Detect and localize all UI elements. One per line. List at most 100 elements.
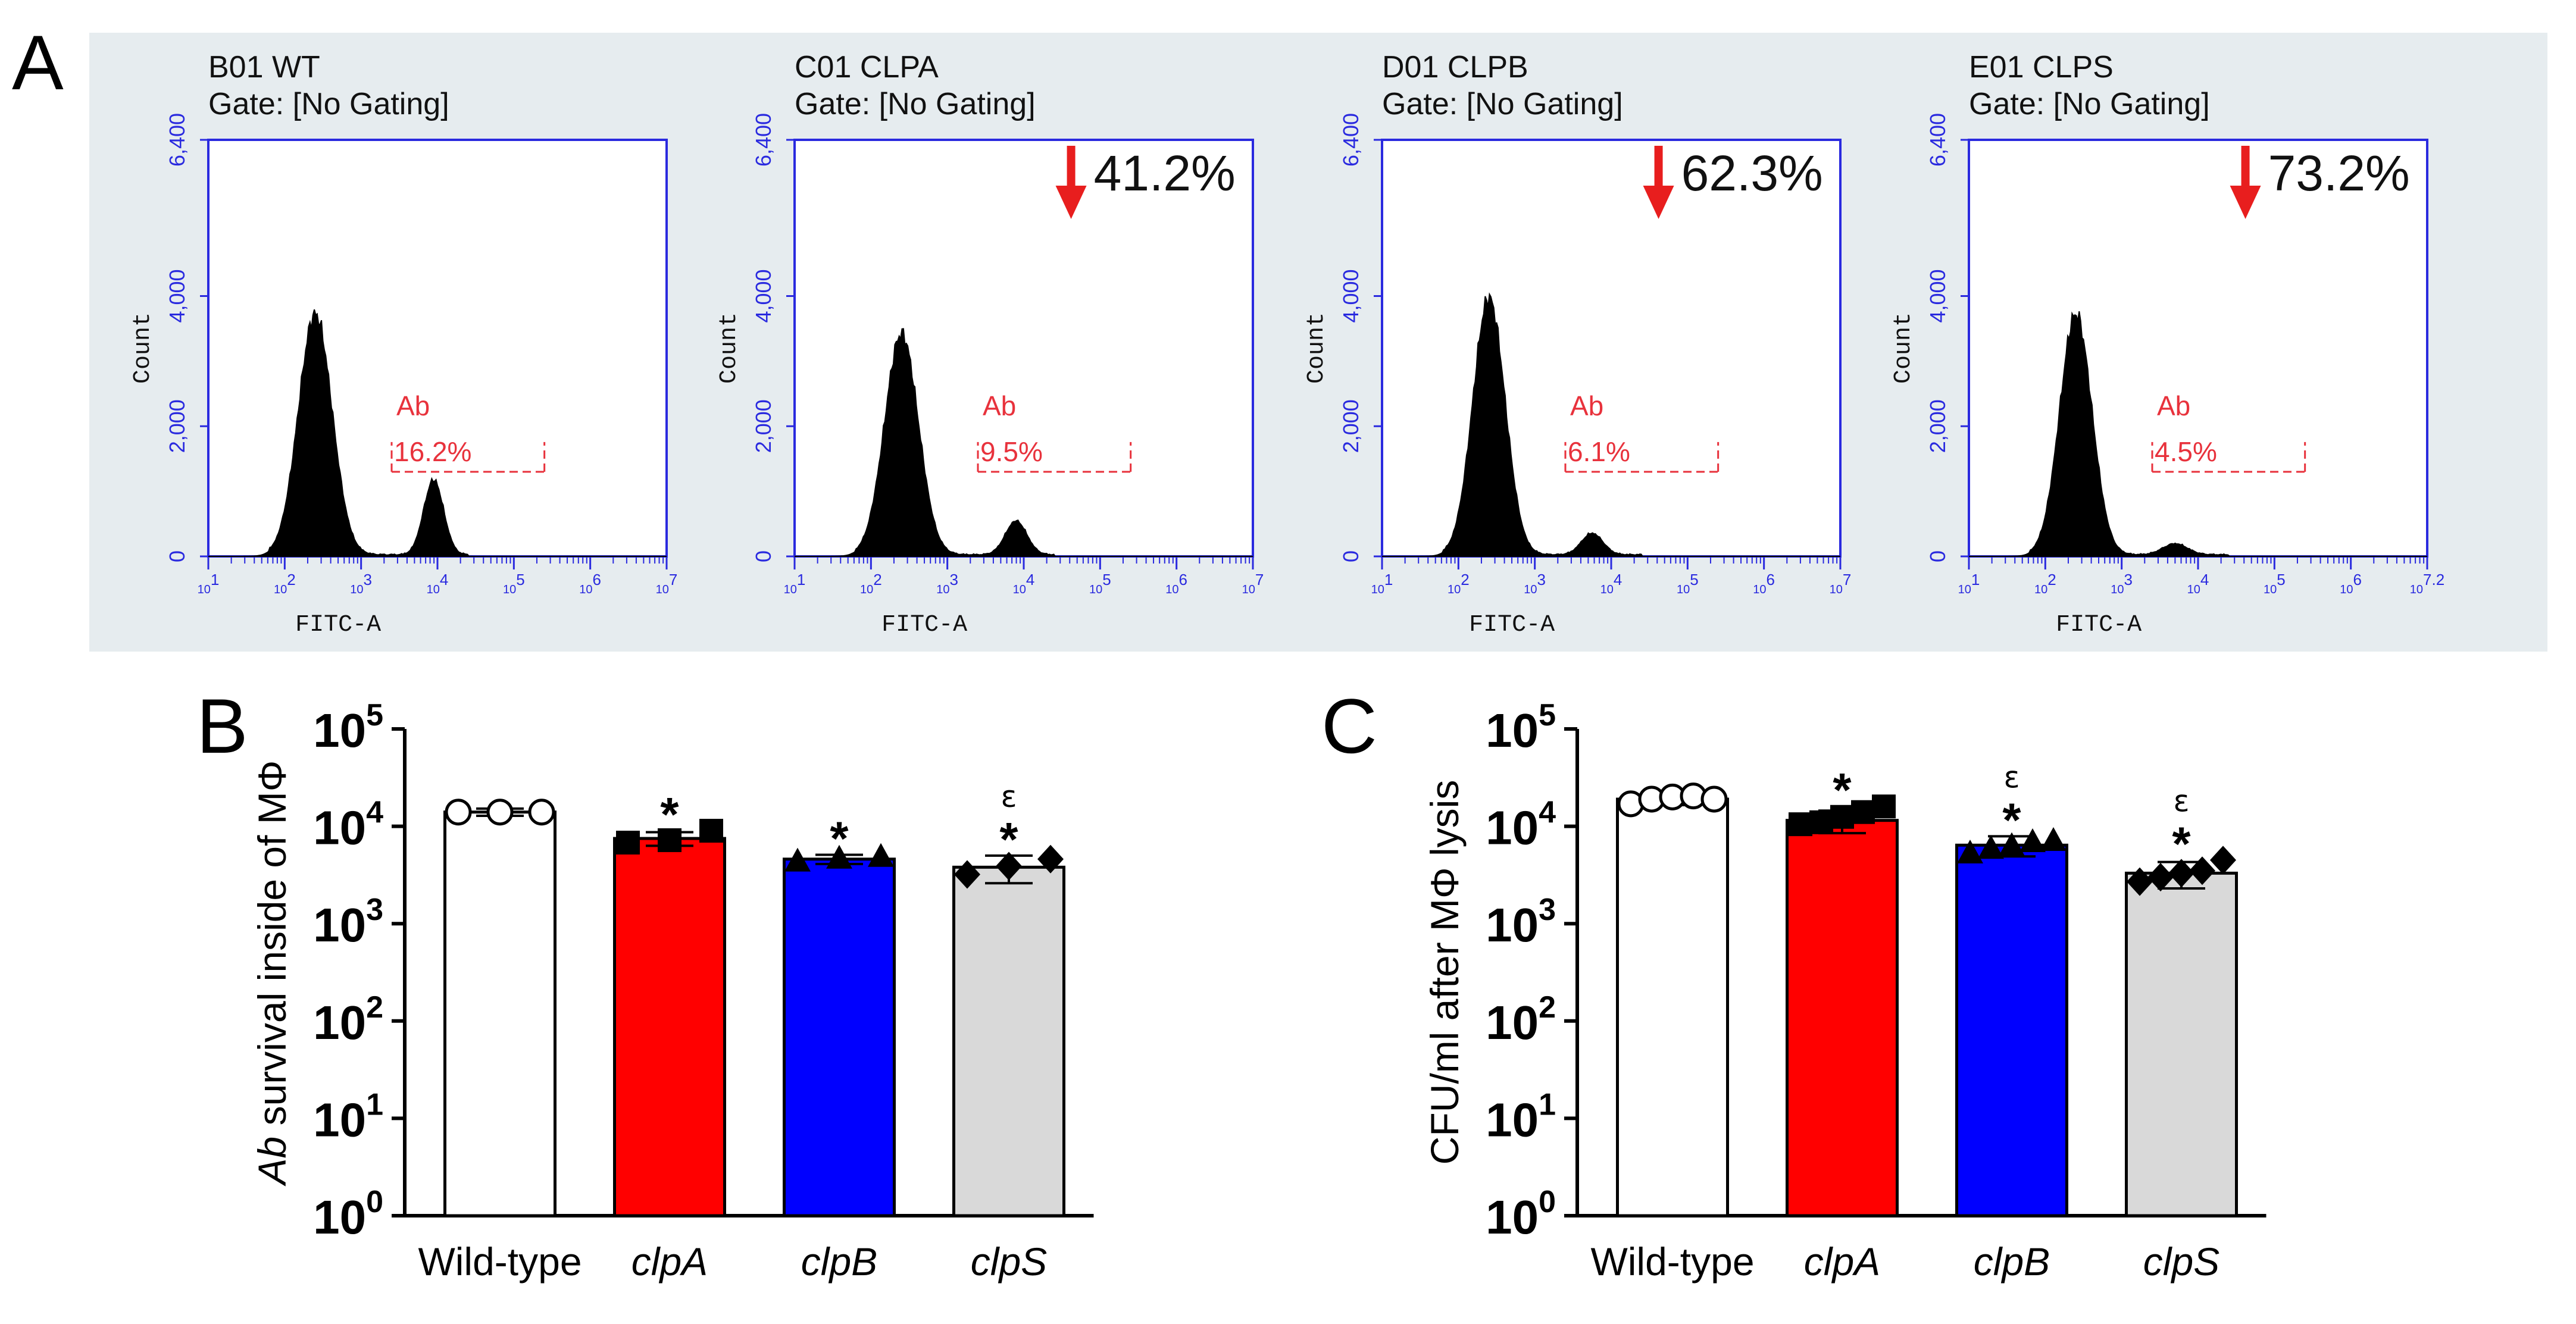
bar xyxy=(613,837,726,1217)
reduction-percentage: 62.3% xyxy=(1681,145,1823,201)
y-tick-label: 0 xyxy=(751,550,776,562)
data-point xyxy=(1830,805,1854,829)
x-axis-label: FITC-A xyxy=(295,612,381,638)
y-tick-label: 104 xyxy=(313,796,383,855)
x-tick-label: 101 xyxy=(1958,571,1980,596)
panel-label-c: C xyxy=(1321,683,1377,769)
y-tick-label: 105 xyxy=(313,698,383,757)
x-tick-label: 106 xyxy=(2340,571,2362,596)
reduction-arrow-head xyxy=(2230,186,2261,219)
x-tick-label: 102 xyxy=(2034,571,2056,596)
histogram-area xyxy=(1969,311,2427,557)
data-point xyxy=(826,844,852,869)
data-point xyxy=(486,799,514,826)
y-tick-label: 102 xyxy=(1486,990,1556,1049)
bar xyxy=(443,810,557,1217)
category-label: clpA xyxy=(632,1240,708,1284)
x-tick-label: 106 xyxy=(1165,571,1187,596)
y-tick-label: 6,400 xyxy=(1339,113,1363,167)
histogram-area xyxy=(795,328,1253,557)
bar xyxy=(952,865,1065,1217)
x-tick-label: 107 xyxy=(656,571,678,596)
x-tick-label: 102 xyxy=(274,571,296,596)
gate-name: Ab xyxy=(1570,390,1603,421)
data-point xyxy=(2040,827,2067,851)
x-tick-label: 105 xyxy=(503,571,525,596)
category-label: Wild-type xyxy=(1590,1240,1754,1284)
x-tick-label: 104 xyxy=(427,571,449,596)
histogram-area xyxy=(1382,292,1840,557)
significance-epsilon: ε xyxy=(1001,780,1017,814)
x-tick-label: 102 xyxy=(860,571,882,596)
plot-frame xyxy=(793,139,1254,558)
category-label: clpS xyxy=(971,1240,1047,1284)
x-tick-label: 104 xyxy=(1013,571,1035,596)
data-point xyxy=(1851,800,1875,824)
x-tick-label: 101 xyxy=(784,571,806,596)
gate-percentage: 6.1% xyxy=(1568,436,1630,467)
gate-name: Ab xyxy=(396,390,430,421)
gate-name: Ab xyxy=(983,390,1016,421)
x-tick-label: 106 xyxy=(579,571,601,596)
bar-chart-survival: 100 101 102 103 104 105 Ab survival inside of … xyxy=(250,698,1094,1284)
x-tick-label: 107.2 xyxy=(2410,571,2444,596)
y-tick-label: 4,000 xyxy=(165,269,189,323)
bar xyxy=(1786,819,1899,1217)
y-axis-label: Count xyxy=(1303,312,1330,384)
data-point xyxy=(1872,794,1896,819)
x-tick-label: 105 xyxy=(1089,571,1111,596)
x-tick-label: 106 xyxy=(1753,571,1775,596)
y-tick-label: 0 xyxy=(1925,550,1950,562)
significance-epsilon: ε xyxy=(2173,784,2189,818)
y-tick-label: 2,000 xyxy=(1925,399,1950,453)
y-tick-label: 0 xyxy=(165,550,189,562)
data-point xyxy=(1978,835,2004,859)
y-tick-label: 2,000 xyxy=(1339,399,1363,453)
x-axis-label: FITC-A xyxy=(2056,612,2142,638)
data-point xyxy=(1037,844,1064,874)
y-axis-label: Count xyxy=(130,312,157,384)
y-tick-label: 105 xyxy=(1486,698,1556,757)
bar-chart-cfu: 100 101 102 103 104 105 CFU/ml after MΦ lysis W… xyxy=(1423,698,2266,1284)
y-axis-label: Ab survival inside of MΦ xyxy=(250,760,294,1187)
gate-percentage: 4.5% xyxy=(2155,436,2217,467)
data-point xyxy=(699,819,723,843)
plot-frame xyxy=(1381,139,1842,558)
sample-title: C01 CLPA xyxy=(795,50,939,84)
data-point xyxy=(1700,785,1728,813)
y-tick-label: 6,400 xyxy=(165,113,189,167)
data-point xyxy=(2189,856,2215,885)
bar xyxy=(2125,871,2238,1217)
x-tick-label: 104 xyxy=(1600,571,1622,596)
data-point xyxy=(996,852,1022,881)
significance-asterisk: * xyxy=(2172,817,2191,870)
category-label: clpB xyxy=(1974,1240,2050,1284)
y-tick-label: 0 xyxy=(1339,550,1363,562)
gate-percentage: 16.2% xyxy=(394,436,471,467)
panel-label-a: A xyxy=(12,19,64,106)
data-point xyxy=(784,847,811,872)
data-point xyxy=(616,831,640,855)
gate-label: Gate: [No Gating] xyxy=(1969,87,2210,121)
x-axis-label: FITC-A xyxy=(881,612,967,638)
x-tick-label: 107 xyxy=(1242,571,1264,596)
x-tick-label: 102 xyxy=(1448,571,1470,596)
x-tick-label: 103 xyxy=(2111,571,2133,596)
y-tick-label: 4,000 xyxy=(1925,269,1950,323)
x-tick-label: 101 xyxy=(198,571,220,596)
y-axis-label: Count xyxy=(716,312,743,384)
y-tick-label: 4,000 xyxy=(1339,269,1363,323)
bar xyxy=(1955,843,2068,1217)
x-tick-label: 105 xyxy=(2264,571,2286,596)
gate-label: Gate: [No Gating] xyxy=(208,87,449,121)
significance-asterisk: * xyxy=(1833,763,1852,816)
sample-title: D01 CLPB xyxy=(1382,50,1528,84)
x-tick-label: 103 xyxy=(1524,571,1546,596)
significance-asterisk: * xyxy=(2002,793,2021,846)
category-label: Wild-type xyxy=(418,1240,582,1284)
reduction-percentage: 41.2% xyxy=(1094,145,1236,201)
